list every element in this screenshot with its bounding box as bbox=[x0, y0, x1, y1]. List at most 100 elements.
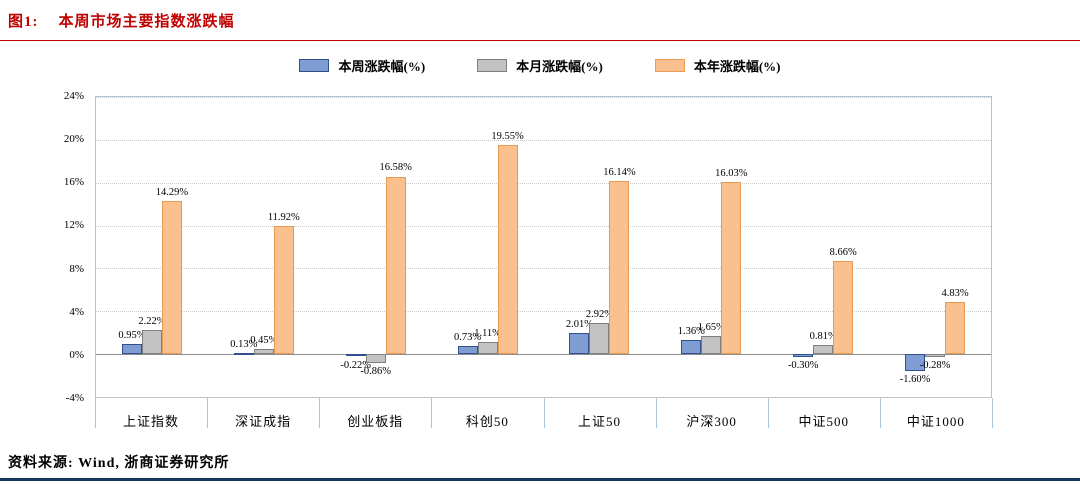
category-tick-separator bbox=[879, 398, 881, 428]
bar-series1-cat4 bbox=[589, 322, 610, 355]
gridline bbox=[96, 397, 991, 398]
y-tick-label: 24% bbox=[63, 90, 84, 102]
y-tick-label: 20% bbox=[63, 133, 84, 146]
bar-value-label: 0.13% bbox=[230, 338, 258, 350]
legend-swatch-icon bbox=[477, 59, 508, 72]
bar-series1-cat0 bbox=[141, 330, 162, 355]
x-axis: 上证指数 深证成指 创业板指 科创50 上证50 沪深300 中证500 中证1000 bbox=[95, 398, 993, 436]
bar-series0-cat3 bbox=[457, 346, 478, 355]
x-category-label: 中证1000 bbox=[906, 414, 965, 429]
bar-value-label: 16.03% bbox=[715, 168, 748, 180]
bar-series1-cat2 bbox=[365, 354, 386, 364]
bar-value-label: 16.58% bbox=[379, 162, 412, 174]
bar-series1-cat3 bbox=[477, 342, 498, 355]
bar-value-label: 19.55% bbox=[491, 130, 524, 142]
header-divider bbox=[0, 40, 1080, 41]
y-tick-label: -4% bbox=[65, 392, 84, 404]
figure-header: 图1: 本周市场主要指数涨跌幅 bbox=[8, 10, 235, 31]
category-tick-separator bbox=[543, 398, 545, 428]
bar-value-label: 0.45% bbox=[250, 335, 278, 347]
bar-value-label: -0.22% bbox=[340, 359, 371, 371]
bar-value-label: 1.36% bbox=[677, 325, 705, 337]
bar-value-label: 1.65% bbox=[697, 322, 725, 334]
bar-value-label: 4.83% bbox=[941, 288, 969, 300]
bar-series0-cat7 bbox=[905, 354, 926, 372]
bar-series2-cat2 bbox=[385, 176, 406, 355]
x-category-label: 科创50 bbox=[465, 414, 509, 429]
bar-series2-cat1 bbox=[273, 226, 294, 355]
bar-series0-cat4 bbox=[569, 332, 590, 355]
legend-label: 本周涨跌幅(%) bbox=[338, 59, 426, 74]
bar-series2-cat6 bbox=[833, 261, 854, 355]
zero-axis-line bbox=[96, 354, 991, 356]
gridline bbox=[96, 97, 991, 98]
x-category-label: 上证指数 bbox=[123, 414, 180, 429]
bar-value-label: 0.95% bbox=[118, 329, 146, 341]
gridline bbox=[96, 139, 991, 141]
legend-label: 本年涨跌幅(%) bbox=[693, 59, 781, 74]
y-tick-label: 16% bbox=[63, 176, 84, 189]
bar-value-label: 2.01% bbox=[565, 318, 593, 330]
legend-swatch-icon bbox=[654, 59, 685, 72]
bar-value-label: 11.92% bbox=[267, 212, 300, 224]
bar-series0-cat6 bbox=[793, 354, 814, 358]
bar-series1-cat6 bbox=[813, 345, 834, 355]
gridline bbox=[96, 182, 991, 184]
bar-value-label: -0.86% bbox=[360, 366, 391, 378]
bar-value-label: -1.60% bbox=[899, 374, 931, 386]
bar-series0-cat2 bbox=[345, 354, 366, 357]
legend-item-2: 本年涨跌幅(%) bbox=[654, 56, 781, 75]
category-tick-separator bbox=[207, 398, 209, 428]
x-category-label: 沪深300 bbox=[686, 414, 737, 429]
bar-series0-cat0 bbox=[121, 343, 142, 355]
x-category-label: 创业板指 bbox=[347, 414, 404, 429]
legend-item-1: 本月涨跌幅(%) bbox=[477, 56, 603, 75]
category-tick-separator bbox=[95, 398, 96, 428]
gridline bbox=[96, 311, 991, 313]
legend-label: 本月涨跌幅(%) bbox=[516, 59, 603, 74]
bar-series0-cat1 bbox=[233, 352, 254, 355]
y-tick-label: 8% bbox=[69, 262, 84, 275]
source-note: 资料来源: Wind, 浙商证券研究所 bbox=[8, 456, 230, 471]
category-tick-separator bbox=[992, 398, 993, 428]
chart-legend: 本周涨跌幅(%) 本月涨跌幅(%) 本年涨跌幅(%) bbox=[0, 56, 1080, 75]
x-category-label: 深证成指 bbox=[235, 414, 292, 429]
bar-series1-cat1 bbox=[253, 349, 274, 355]
bar-series1-cat7 bbox=[925, 354, 946, 358]
bar-value-label: 2.92% bbox=[585, 308, 613, 320]
bar-series2-cat0 bbox=[161, 201, 182, 355]
bar-series2-cat3 bbox=[497, 144, 518, 355]
category-tick-separator bbox=[767, 398, 769, 428]
bar-value-label: -0.28% bbox=[919, 360, 951, 372]
bar-value-label: 1.11% bbox=[474, 328, 501, 340]
y-tick-label: 0% bbox=[69, 348, 84, 361]
y-tick-label: 12% bbox=[63, 219, 84, 232]
x-category-label: 上证50 bbox=[578, 414, 622, 429]
bar-series0-cat5 bbox=[681, 339, 702, 355]
bar-value-label: 14.29% bbox=[155, 187, 189, 199]
bar-value-label: -0.30% bbox=[787, 360, 819, 372]
bar-value-label: 8.66% bbox=[829, 247, 857, 259]
bar-series1-cat5 bbox=[701, 336, 722, 355]
figure-label: 图1: bbox=[8, 14, 39, 30]
category-tick-separator bbox=[431, 398, 433, 428]
bar-series2-cat4 bbox=[609, 181, 630, 355]
bottom-divider bbox=[0, 478, 1080, 481]
y-tick-label: 4% bbox=[69, 305, 84, 318]
bar-value-label: 16.14% bbox=[603, 167, 636, 179]
gridline bbox=[96, 225, 991, 227]
category-tick-separator bbox=[655, 398, 657, 428]
legend-item-0: 本周涨跌幅(%) bbox=[299, 56, 425, 75]
bar-value-label: 0.81% bbox=[809, 331, 837, 343]
bar-value-label: 0.73% bbox=[454, 332, 482, 344]
gridline bbox=[96, 268, 991, 270]
category-tick-separator bbox=[319, 398, 321, 428]
y-axis: 24% 20% 16% 12% 8% 4% 0% -4% bbox=[0, 90, 90, 404]
figure-title: 本周市场主要指数涨跌幅 bbox=[58, 14, 235, 30]
bar-series2-cat5 bbox=[721, 182, 742, 355]
plot-area: 0.95% 0.13% -0.22% 0.73% 2.01% 1.36% -0.30% -1.… bbox=[95, 96, 992, 398]
bar-series2-cat7 bbox=[945, 302, 966, 355]
bar-value-label: 2.22% bbox=[138, 316, 166, 328]
x-category-label: 中证500 bbox=[798, 414, 850, 429]
